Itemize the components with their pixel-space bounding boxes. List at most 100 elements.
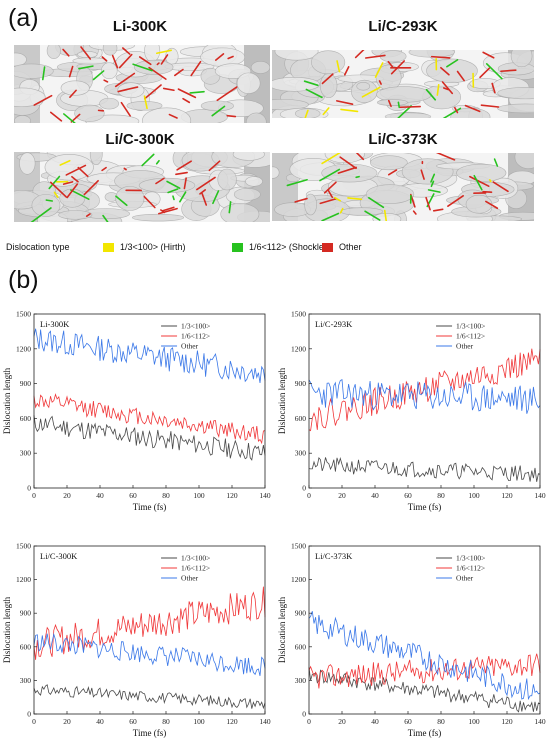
x-tick-label: 140: [259, 717, 271, 726]
legend-label-shockley: 1/6<112>: [181, 332, 210, 341]
series-line-other: [308, 611, 541, 701]
x-axis-label: Time (fs): [133, 502, 166, 512]
plot-frame: [308, 545, 541, 715]
y-tick-label: 1200: [16, 344, 31, 353]
dislocation-type-legend: Dislocation type 1/3<100> (Hirth) 1/6<11…: [6, 241, 546, 255]
series-line-shockley: [308, 348, 541, 432]
chart-title: Li/C-293K: [315, 319, 353, 329]
legend-label-other: Other: [339, 242, 362, 252]
sim-title-lic-373k: Li/C-373K: [368, 131, 438, 148]
legend-label-hirth: 1/3<100> (Hirth): [120, 242, 186, 252]
legend-label-hirth: 1/3<100>: [456, 322, 485, 331]
y-tick-label: 300: [295, 676, 307, 685]
x-tick-label: 140: [259, 491, 271, 500]
plot-frame: [308, 313, 541, 489]
x-tick-label: 0: [32, 717, 36, 726]
x-tick-label: 120: [226, 717, 238, 726]
x-tick-label: 60: [129, 717, 137, 726]
legend-label-hirth: 1/3<100>: [456, 554, 485, 563]
x-tick-label: 80: [162, 717, 170, 726]
y-tick-label: 900: [295, 609, 307, 618]
legend-label-other: Other: [456, 342, 474, 351]
x-tick-label: 40: [371, 717, 379, 726]
legend-label-hirth: 1/3<100>: [181, 322, 210, 331]
x-tick-label: 80: [437, 717, 445, 726]
sim-dislocation-lines: [286, 153, 509, 221]
x-tick-label: 100: [193, 491, 205, 500]
x-tick-label: 100: [468, 491, 480, 500]
y-axis-label: Dislocation length: [2, 596, 12, 663]
series-line-other: [33, 328, 266, 383]
y-tick-label: 1500: [16, 310, 31, 319]
x-tick-label: 120: [501, 491, 513, 500]
legend-label-other: Other: [181, 574, 199, 583]
x-tick-label: 120: [501, 717, 513, 726]
x-tick-label: 40: [371, 491, 379, 500]
panel-b-label: (b): [8, 266, 39, 294]
legend-swatch-other: [322, 243, 333, 252]
y-tick-label: 600: [20, 414, 32, 423]
y-tick-label: 300: [20, 676, 32, 685]
chart-title: Li/C-300K: [40, 551, 78, 561]
series-line-shockley: [308, 653, 541, 689]
y-tick-label: 900: [20, 609, 32, 618]
x-tick-label: 20: [63, 491, 71, 500]
y-axis-label: Dislocation length: [277, 596, 287, 663]
x-tick-label: 140: [534, 491, 546, 500]
x-tick-label: 60: [404, 491, 412, 500]
series-line-other: [33, 632, 266, 676]
x-tick-label: 120: [226, 491, 238, 500]
y-tick-label: 300: [295, 449, 307, 458]
legend-label-other: Other: [181, 342, 199, 351]
x-tick-label: 20: [63, 717, 71, 726]
y-axis-label: Dislocation length: [277, 367, 287, 434]
y-tick-label: 600: [295, 414, 307, 423]
chart-lic-293k: 0 20 40 60 80 100 120 140 0 300 600 900 1200 1500 Time…: [277, 310, 546, 513]
y-tick-label: 900: [20, 379, 32, 388]
legend-label-other: Other: [456, 574, 474, 583]
sim-image-lic-293k: [272, 50, 534, 118]
x-tick-label: 80: [437, 491, 445, 500]
panel-a-label: (a): [8, 4, 39, 32]
y-tick-label: 1200: [291, 575, 306, 584]
y-tick-label: 1500: [16, 542, 31, 551]
series-line-hirth: [33, 415, 266, 461]
x-tick-label: 140: [534, 717, 546, 726]
y-axis-label: Dislocation length: [2, 367, 12, 434]
sim-dislocation-lines: [33, 46, 238, 123]
y-tick-label: 600: [20, 642, 32, 651]
y-tick-label: 1500: [291, 310, 306, 319]
y-tick-label: 0: [27, 710, 31, 719]
x-axis-label: Time (fs): [408, 728, 441, 738]
x-tick-label: 0: [307, 491, 311, 500]
sim-surface-texture: [14, 45, 270, 123]
plot-frame: [33, 313, 266, 489]
x-tick-label: 40: [96, 491, 104, 500]
legend-swatch-hirth: [103, 243, 114, 252]
series-line-shockley: [33, 586, 266, 660]
legend-swatch-shockley: [232, 243, 243, 252]
x-tick-label: 20: [338, 717, 346, 726]
chart-lic-373k: 0 20 40 60 80 100 120 140 0 300 600 900 1200 1500 Time…: [277, 542, 546, 739]
legend-title: Dislocation type: [6, 242, 70, 252]
sim-image-li-300k: [14, 45, 270, 123]
series-line-hirth: [33, 684, 266, 710]
sim-title-lic-300k: Li/C-300K: [105, 131, 175, 148]
x-tick-label: 0: [307, 717, 311, 726]
plot-frame: [33, 545, 266, 715]
sim-title-li-300k: Li-300K: [112, 18, 168, 35]
x-axis-label: Time (fs): [133, 728, 166, 738]
chart-lic-300k: 0 20 40 60 80 100 120 140 0 300 600 900 1200 1500 Time…: [2, 542, 271, 739]
y-tick-label: 1200: [16, 575, 31, 584]
y-tick-label: 900: [295, 379, 307, 388]
x-tick-label: 100: [468, 717, 480, 726]
x-tick-label: 40: [96, 717, 104, 726]
x-tick-label: 100: [193, 717, 205, 726]
series-line-shockley: [33, 393, 266, 445]
legend-label-shockley: 1/6<112>: [456, 564, 485, 573]
x-tick-label: 60: [404, 717, 412, 726]
y-tick-label: 0: [302, 710, 306, 719]
x-axis-label: Time (fs): [408, 502, 441, 512]
legend-label-hirth: 1/3<100>: [181, 554, 210, 563]
legend-label-shockley: 1/6<112>: [181, 564, 210, 573]
